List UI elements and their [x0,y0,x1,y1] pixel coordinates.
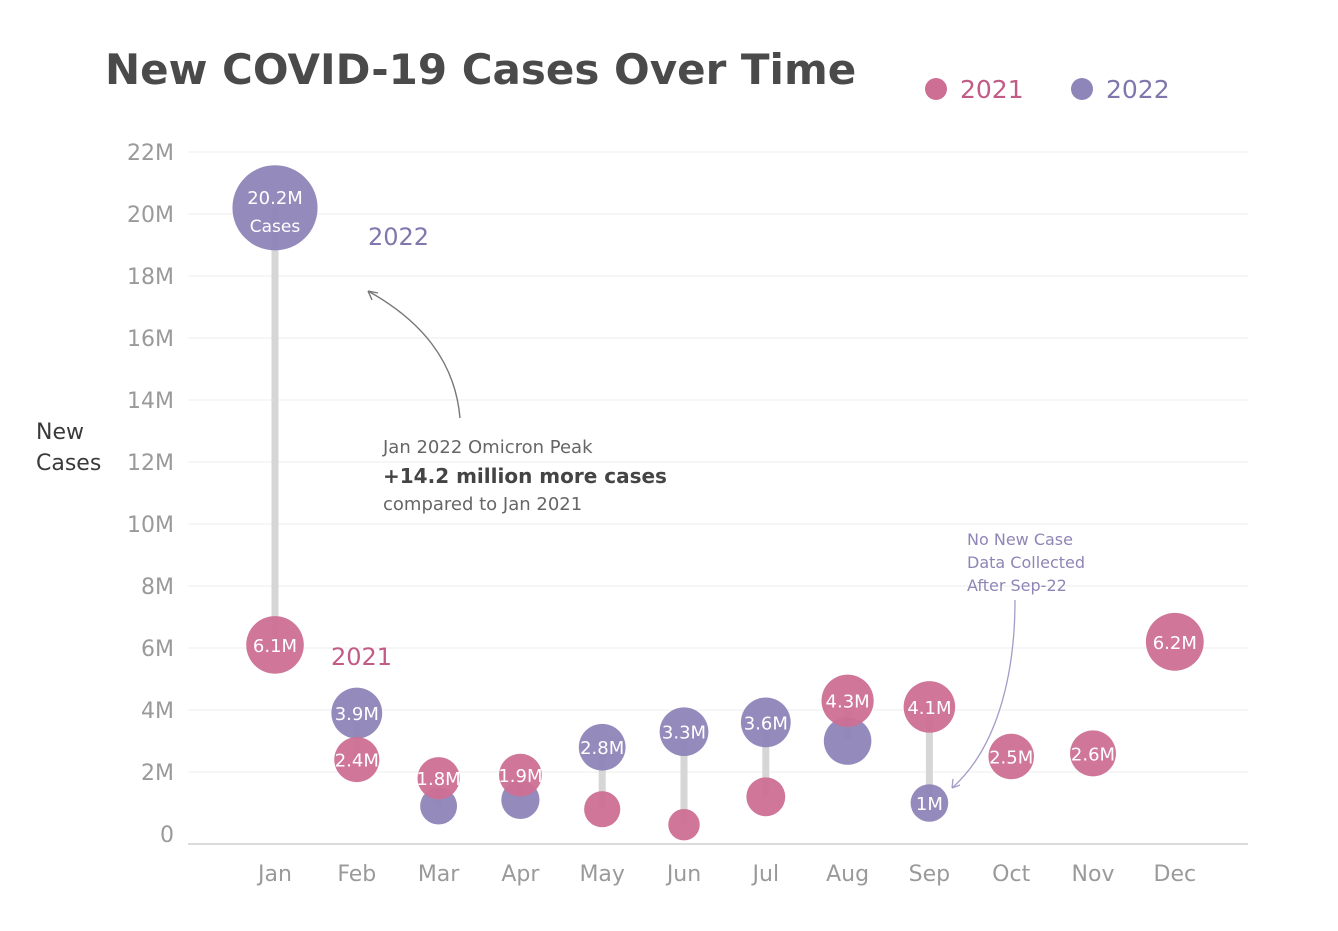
no-data-note-line1: No New Case [967,530,1073,549]
peak-annotation-line3: compared to Jan 2021 [383,494,582,515]
bubble-value-label: 6.2M [1153,633,1197,654]
y-tick-label: 18M [127,265,174,290]
x-tick-label: Jan [256,862,292,887]
x-tick-label: Jul [751,862,780,887]
x-tick-label: Jun [665,862,701,887]
y-axis-label-line2: Cases [36,451,101,476]
x-tick-label: Feb [337,862,376,887]
bubble-value-label: 1.9M [498,766,542,787]
bubble-2021-Apr [499,753,542,797]
no-data-note-arrow [951,599,1016,789]
bubble-2022-Jan [232,165,318,251]
x-axis-ticks: Jan Feb Mar Apr May Jun Jul Aug Sep Oct Nov Dec [256,862,1196,887]
x-tick-label: Oct [992,862,1030,887]
y-tick-label: 14M [127,389,174,414]
peak-arrowhead [367,290,379,301]
bubble-2022-Jun [659,707,709,757]
bubble-value-label: 3.3M [662,723,706,744]
x-tick-label: May [579,862,624,887]
bubble-2022-Jul [740,697,791,748]
bubble-2022-Sep [910,784,949,822]
bubble-value-label: 1M [916,794,943,815]
legend-label-2021: 2021 [960,75,1024,104]
y-tick-label: 2M [141,761,174,786]
bubble-2022-Feb [331,687,383,739]
bubble-value-label: 20.2M [247,188,303,209]
y-tick-label: 10M [127,513,174,538]
legend: 2021 2022 [925,75,1170,104]
legend-marker-2021 [925,78,947,100]
bubble-value-label: 3.6M [744,713,788,734]
y-axis-label-line1: New [36,420,84,445]
y-tick-label: 16M [127,327,174,352]
peak-annotation-line1: Jan 2022 Omicron Peak [382,437,593,458]
bubble-2021-Jul [746,777,786,817]
bubble-2021-Jan [246,616,304,674]
x-tick-label: Nov [1072,862,1115,887]
y-tick-label: 8M [141,575,174,600]
bubble-value-label: 2.6M [1071,744,1115,765]
x-tick-label: Mar [418,862,460,887]
bubble-value-label: 6.1M [253,636,297,657]
chart-title: New COVID-19 Cases Over Time [105,45,856,94]
bubble-2021-Mar [417,757,460,800]
bubble-2021-Nov [1070,730,1116,777]
x-tick-label: Sep [909,862,950,887]
x-tick-label: Aug [826,862,869,887]
no-data-arrowhead [951,778,961,789]
y-tick-label: 20M [127,203,174,228]
no-data-note-line3: After Sep-22 [967,576,1067,595]
legend-label-2022: 2022 [1106,75,1170,104]
bubble-sub-label: Cases [250,217,301,237]
bubbles [232,165,1204,841]
bubble-2022-Aug [823,717,872,765]
bubble-value-label: 2.5M [989,748,1033,769]
series-tag-2021: 2021 [331,643,392,671]
legend-marker-2022 [1071,78,1093,100]
y-tick-label: 22M [127,141,174,166]
peak-annotation-line2: +14.2 million more cases [383,464,667,488]
y-axis-ticks: 0 2M 4M 6M 8M 10M 12M 14M 16M 18M 20M 22M [127,141,174,848]
series-tag-2022: 2022 [368,223,429,251]
no-data-note-line2: Data Collected [967,553,1085,572]
bubble-2021-Oct [988,733,1034,780]
bubble-2022-May [578,723,626,771]
peak-annotation-arrow [367,290,461,419]
bubble-2021-Feb [334,737,380,783]
bubble-value-label: 3.9M [335,704,379,725]
bubble-labels: 6.1M 2.4M 1.8M 1.9M 4.3M 4.1M 2.5M 2.6M 6.2M 20.2… [247,188,1197,815]
bubble-2021-Aug [821,674,874,727]
bubble-value-label: 2.8M [580,738,624,759]
y-tick-label: 6M [141,637,174,662]
y-tick-label: 12M [127,451,174,476]
bubble-2021-May [584,791,621,828]
bubble-2021-Dec [1145,612,1204,671]
bubble-value-label: 1.8M [417,769,461,790]
bubble-value-label: 4.1M [907,698,951,719]
y-tick-label: 0 [160,823,174,848]
x-tick-label: Dec [1154,862,1197,887]
bubble-2021-Jun [668,808,700,841]
bubble-2021-Sep [903,681,956,733]
x-tick-label: Apr [501,862,540,887]
bubble-value-label: 2.4M [335,751,379,772]
bubble-value-label: 4.3M [826,692,870,713]
y-tick-label: 4M [141,699,174,724]
